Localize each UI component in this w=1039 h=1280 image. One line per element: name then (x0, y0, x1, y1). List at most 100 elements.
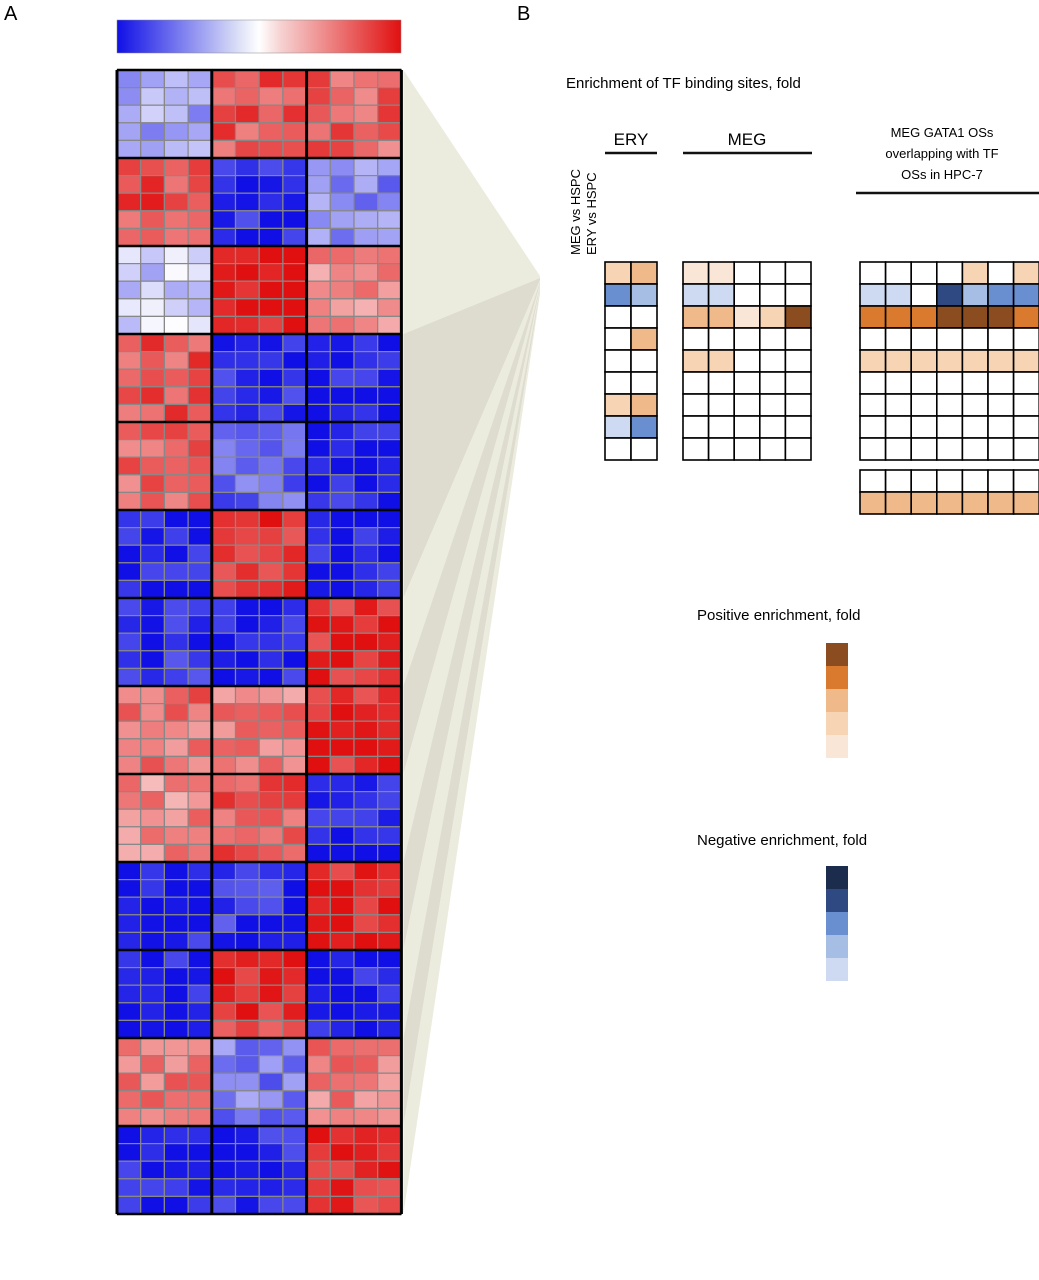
heatmap-cell (258, 1037, 284, 1057)
heatmap-cell (306, 826, 331, 845)
heatmap-cell (140, 861, 165, 881)
heatmap-cell (329, 315, 355, 335)
heatmap-cell (140, 738, 165, 757)
heatmap-cell (258, 245, 284, 265)
meg-cell (682, 261, 710, 285)
heatmap-cell (329, 544, 355, 564)
heatmap-cell (211, 896, 237, 916)
heatmap-cell (353, 1019, 379, 1039)
heatmap-cell (234, 1142, 260, 1162)
ery-cell (630, 327, 658, 351)
heatmap-cell (116, 403, 142, 423)
heatmap-cell (258, 1072, 284, 1092)
heatmap-cell (140, 949, 165, 969)
heatmap-cell (211, 826, 237, 845)
gene-set-cell (935, 491, 964, 515)
heatmap-cell (140, 368, 165, 388)
heatmap-cell (234, 1125, 260, 1145)
heatmap-cell (211, 861, 237, 881)
heatmap-cell (187, 192, 213, 212)
heatmap-cell (258, 139, 284, 159)
heatmap-cell (353, 650, 379, 669)
heatmap-cell (234, 333, 260, 353)
meg-cell (707, 305, 735, 329)
heatmap-cell (306, 69, 331, 89)
heatmap-cell (258, 843, 284, 863)
heatmap-cell (258, 421, 284, 441)
heatmap-cell (187, 1195, 213, 1215)
meg-cell (784, 327, 812, 351)
ery-cell (630, 437, 658, 461)
overlap-cell (884, 393, 912, 417)
heatmap-cell (329, 702, 355, 722)
heatmap-cell (140, 878, 165, 898)
overlap-cell (987, 349, 1015, 373)
heatmap-cell (282, 826, 308, 845)
heatmap-cell (187, 280, 213, 300)
meg-cell (733, 349, 761, 373)
heatmap-cell (163, 69, 189, 89)
meg-cell (784, 415, 812, 439)
heatmap-cell (163, 896, 189, 916)
heatmap-cell (234, 157, 260, 177)
heatmap-cell (211, 667, 237, 687)
heatmap-cell (377, 1019, 403, 1039)
heatmap-cell (282, 1142, 308, 1162)
heatmap-cell (258, 1054, 284, 1074)
heatmap-cell (329, 1090, 355, 1110)
heatmap-cell (329, 808, 355, 828)
heatmap-cell (234, 966, 260, 986)
connector-fan (403, 292, 540, 1214)
heatmap-cell (234, 175, 260, 194)
heatmap-cell (306, 403, 331, 423)
legend-swatch (826, 958, 848, 981)
heatmap-cell (306, 896, 331, 916)
heatmap-cell (353, 122, 379, 142)
heatmap-cell (116, 931, 142, 951)
heatmap-cell (116, 192, 142, 212)
heatmap-cell (306, 280, 331, 300)
heatmap-cell (282, 632, 308, 652)
heatmap-cell (306, 579, 331, 599)
heatmap-cell (377, 808, 403, 828)
meg-cell (758, 349, 787, 373)
heatmap-cell (187, 755, 213, 775)
heatmap-cell (234, 69, 260, 89)
heatmap-cell (140, 439, 165, 458)
heatmap-cell (306, 808, 331, 828)
heatmap-cell (116, 790, 142, 810)
heatmap-cell (163, 351, 189, 370)
heatmap-cell (353, 1142, 379, 1162)
heatmap-cell (187, 1178, 213, 1198)
heatmap-cell (353, 192, 379, 212)
heatmap-cell (353, 738, 379, 757)
heatmap-cell (140, 104, 165, 124)
heatmap-cell (140, 227, 165, 247)
heatmap-cell (140, 192, 165, 212)
heatmap-cell (116, 1019, 142, 1039)
heatmap-cell (306, 738, 331, 757)
overlap-cell (1012, 393, 1039, 417)
heatmap-cell (116, 702, 142, 722)
heatmap-cell (234, 720, 260, 740)
heatmap-cell (282, 1125, 308, 1145)
overlap-cell (1012, 437, 1039, 461)
heatmap-cell (140, 1054, 165, 1074)
heatmap-cell (163, 667, 189, 687)
ery-cell (604, 305, 632, 329)
heatmap-cell (116, 175, 142, 194)
heatmap-cell (211, 86, 237, 106)
heatmap-cell (258, 544, 284, 564)
overlap-cell (961, 327, 989, 351)
heatmap-cell (353, 1090, 379, 1110)
heatmap-cell (282, 192, 308, 212)
heatmap-cell (140, 1195, 165, 1215)
overlap-cell (910, 261, 938, 285)
heatmap-cell (329, 491, 355, 511)
heatmap-cell (211, 122, 237, 142)
heatmap-cell (163, 1160, 189, 1180)
heatmap-cell (234, 579, 260, 599)
meg-cell (758, 437, 787, 461)
ery-cell (630, 283, 658, 307)
heatmap-cell (329, 245, 355, 265)
